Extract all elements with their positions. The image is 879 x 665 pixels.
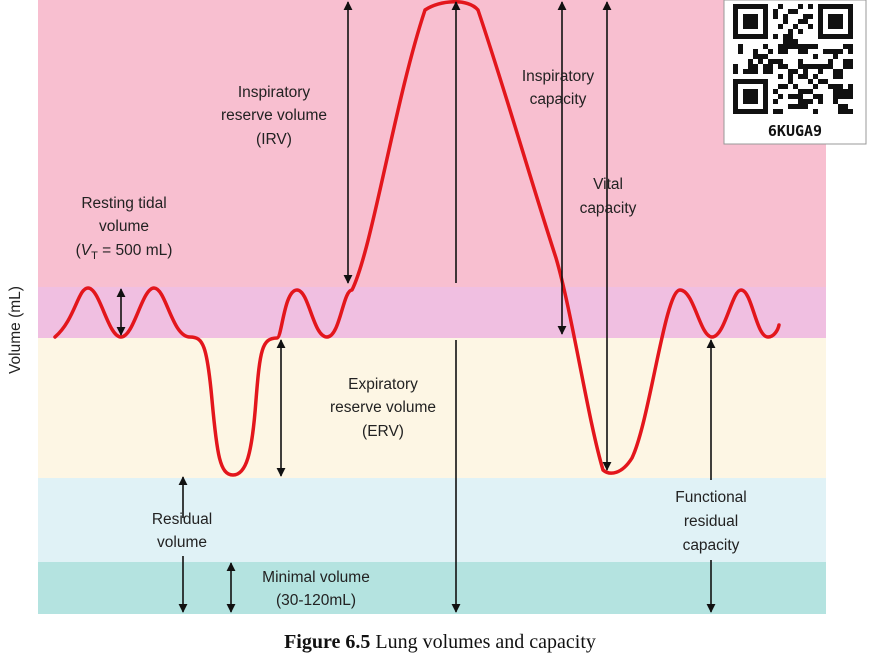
spirometer-trace <box>53 0 781 477</box>
tidal-label-line1: Resting tidal <box>81 195 166 212</box>
vital-capacity-line2: capacity <box>580 200 637 217</box>
erv-label-line3: (ERV) <box>362 423 404 440</box>
figure-caption: Figure 6.5 Lung volumes and capacity <box>284 631 596 653</box>
measurement-arrows <box>116 1 716 613</box>
residual-volume-line2: volume <box>157 534 207 551</box>
frc-label-line2: residual <box>684 513 738 530</box>
vital-capacity-label: Vital capacity <box>580 176 637 217</box>
frc-label-line3: capacity <box>683 537 740 554</box>
caption-text: Lung volumes and capacity <box>375 631 596 653</box>
tidal-label-formula: (VT = 500 mL) <box>76 242 173 262</box>
irv-band <box>38 0 826 287</box>
residual-volume-line1: Residual <box>152 511 212 528</box>
inspiratory-capacity-line2: capacity <box>530 91 587 108</box>
vital-capacity-line1: Vital <box>593 176 623 193</box>
irv-label: Inspiratory reserve volume (IRV) <box>221 84 327 148</box>
y-axis-label: Volume (mL) <box>7 286 24 374</box>
inspiratory-capacity-label: Inspiratory capacity <box>522 68 595 108</box>
residual-band <box>38 478 826 562</box>
tidal-formula-sub: T <box>91 250 98 262</box>
frc-label: Functional residual capacity <box>675 489 747 554</box>
tidal-label: Resting tidal volume (VT = 500 mL) <box>76 195 173 262</box>
qr-code-text: 6KUGA9 <box>768 122 822 140</box>
caption-number: Figure 6.5 <box>284 631 370 653</box>
minimal-volume-band <box>38 562 826 614</box>
volume-bands <box>38 0 826 614</box>
residual-volume-label: Residual volume <box>152 511 212 551</box>
tidal-formula-rest: = 500 mL) <box>98 242 173 259</box>
minimal-volume-line1: Minimal volume <box>262 569 370 586</box>
erv-label: Expiratory reserve volume (ERV) <box>330 376 436 440</box>
irv-label-line2: reserve volume <box>221 107 327 124</box>
erv-band <box>38 338 826 478</box>
tidal-band <box>38 287 826 338</box>
erv-label-line1: Expiratory <box>348 376 418 393</box>
minimal-volume-label: Minimal volume (30-120mL) <box>262 569 370 609</box>
tidal-formula-var: V <box>81 242 93 259</box>
qr-code: 6KUGA9 <box>723 0 867 145</box>
minimal-volume-line2: (30-120mL) <box>276 592 356 609</box>
tidal-label-line2: volume <box>99 218 149 235</box>
inspiratory-capacity-line1: Inspiratory <box>522 68 595 85</box>
irv-label-line1: Inspiratory <box>238 84 311 101</box>
irv-label-line3: (IRV) <box>256 131 292 148</box>
frc-label-line1: Functional <box>675 489 747 506</box>
erv-label-line2: reserve volume <box>330 399 436 416</box>
tidal-formula-open: ( <box>76 242 82 259</box>
